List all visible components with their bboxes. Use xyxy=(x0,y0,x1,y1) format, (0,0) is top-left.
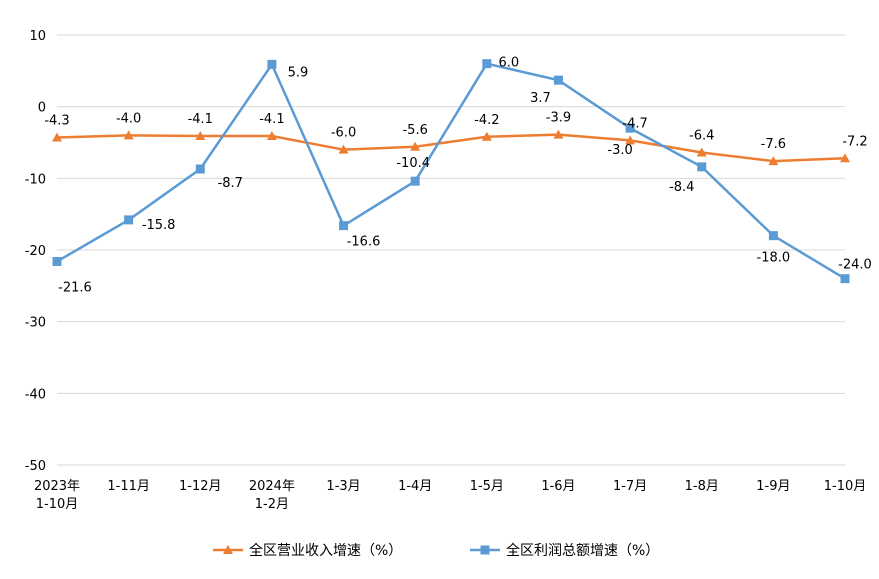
series-point xyxy=(768,231,778,241)
data-label: -16.6 xyxy=(347,235,381,250)
data-label: -10.4 xyxy=(396,156,430,171)
series-point xyxy=(410,176,420,186)
series-point xyxy=(840,153,850,163)
series-point xyxy=(410,141,421,151)
series-line-0 xyxy=(56,133,846,163)
data-label: -4.3 xyxy=(44,113,69,128)
x-tick-label: 1-3月 xyxy=(326,479,360,494)
x-tick-label: 1-11月 xyxy=(107,479,150,494)
data-label: 6.0 xyxy=(498,56,519,71)
data-label: 5.9 xyxy=(288,65,309,80)
data-label: -7.6 xyxy=(761,137,786,152)
data-labels: -4.3 -4.0 -4.1 -4.1 -6.0 -5.6 -4.2 -3.9 -4.7 -6.4… xyxy=(44,56,872,296)
x-tick-label: 1-6月 xyxy=(541,479,575,494)
series-point xyxy=(338,144,349,154)
data-label: 3.7 xyxy=(530,91,551,106)
x-tick-label: 2024年 1-2月 xyxy=(249,479,295,512)
y-tick-label: -40 xyxy=(25,387,46,402)
y-tick-label: -10 xyxy=(25,172,46,187)
series-point xyxy=(840,274,850,284)
data-label: -3.0 xyxy=(607,143,632,158)
data-label: -21.6 xyxy=(58,280,92,295)
data-label: -8.4 xyxy=(669,180,694,195)
x-tick-label: 1-5月 xyxy=(470,479,504,494)
data-label: -4.1 xyxy=(188,112,213,127)
y-tick-label: -20 xyxy=(25,244,46,259)
series-point xyxy=(195,164,205,174)
data-label: -3.9 xyxy=(546,111,571,126)
data-label: -5.6 xyxy=(402,123,427,138)
data-label: -24.0 xyxy=(838,258,872,273)
legend-label: 全区利润总额增速（%） xyxy=(506,542,659,559)
series-line-1 xyxy=(56,61,846,280)
series-group xyxy=(52,59,850,284)
data-label: -15.8 xyxy=(142,218,176,233)
legend-label: 全区营业收入增速（%） xyxy=(249,542,402,559)
data-label: -4.0 xyxy=(116,111,141,126)
legend: 全区营业收入增速（%） 全区利润总额增速（%） xyxy=(213,542,659,559)
series-point xyxy=(123,130,134,140)
series-point xyxy=(195,131,206,141)
series-point xyxy=(124,215,134,225)
series-point xyxy=(697,162,707,172)
y-axis-ticks: 10 0 -10 -20 -30 -40 -50 xyxy=(25,29,46,474)
x-tick-label: 1-9月 xyxy=(756,479,790,494)
series-point xyxy=(482,59,492,69)
legend-marker xyxy=(223,545,233,554)
series-point xyxy=(52,132,62,142)
grid-lines xyxy=(57,34,845,466)
series-point xyxy=(267,59,277,69)
x-tick-label: 1-12月 xyxy=(179,479,222,494)
y-tick-label: -50 xyxy=(25,459,46,474)
y-tick-label: 10 xyxy=(29,29,46,44)
series-point xyxy=(553,129,564,139)
series-point xyxy=(768,156,779,166)
data-label: -8.7 xyxy=(218,176,243,191)
data-label: -18.0 xyxy=(757,251,791,266)
data-label: -4.2 xyxy=(474,113,499,128)
series-point xyxy=(625,123,635,133)
x-tick-label: 2023年 1-10月 xyxy=(34,479,80,512)
series-point xyxy=(52,256,62,266)
data-label: -4.1 xyxy=(259,112,284,127)
x-tick-label: 1-8月 xyxy=(685,479,719,494)
series-point xyxy=(553,75,563,85)
legend-marker xyxy=(480,545,490,555)
data-label: -6.0 xyxy=(331,126,356,141)
x-tick-label: 1-4月 xyxy=(398,479,432,494)
series-point xyxy=(696,147,707,157)
x-axis-ticks: 2023年 1-10月 1-11月 1-12月 2024年 1-2月 1-3月 1-4月 1-5… xyxy=(34,479,866,512)
series-point xyxy=(266,131,277,141)
data-label: -4.7 xyxy=(622,116,647,131)
series-point xyxy=(339,221,349,231)
series-point xyxy=(625,135,636,145)
x-tick-label: 1-7月 xyxy=(613,479,647,494)
y-tick-label: -30 xyxy=(25,316,46,331)
data-label: -7.2 xyxy=(842,134,867,149)
y-tick-label: 0 xyxy=(38,101,46,116)
x-tick-label: 1-10月 xyxy=(824,479,867,494)
data-label: -6.4 xyxy=(689,129,714,144)
series-point xyxy=(481,131,492,141)
